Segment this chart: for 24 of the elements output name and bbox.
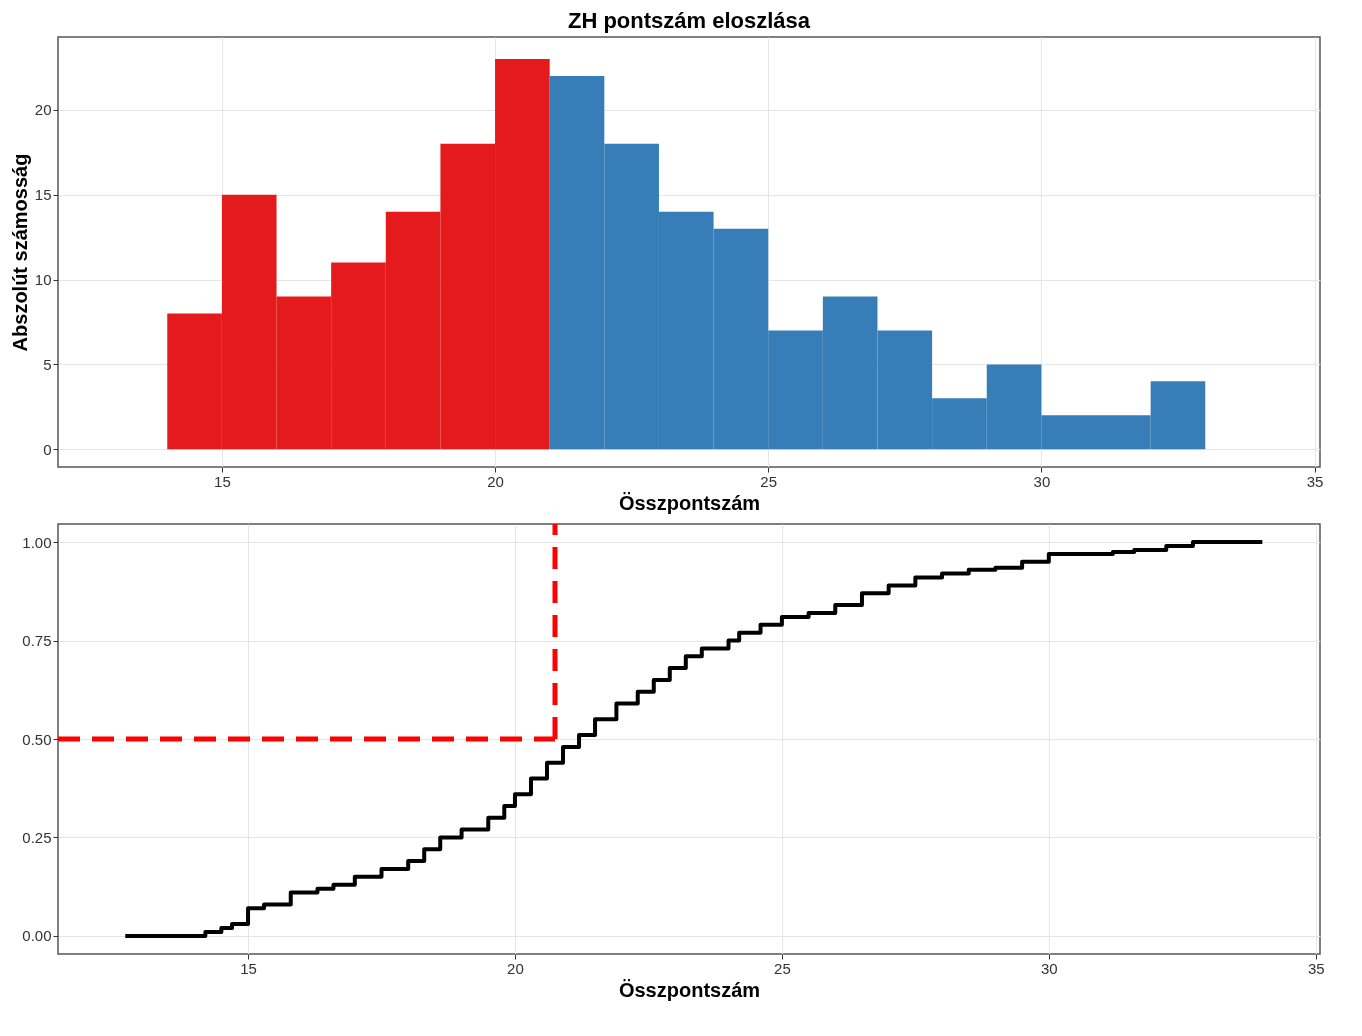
y-tick-label: 0.25 bbox=[22, 828, 52, 846]
y-tick-label: 20 bbox=[34, 101, 52, 119]
x-tick-label: 30 bbox=[1040, 959, 1058, 977]
y-tick-label: 0.75 bbox=[22, 632, 52, 650]
x-tick-label: 25 bbox=[774, 959, 791, 977]
x-tick-label: 15 bbox=[240, 959, 257, 977]
y-tick-label: 0.00 bbox=[22, 927, 52, 945]
x-axis-title: Összpontszám bbox=[618, 491, 761, 514]
x-tick-label: 15 bbox=[214, 472, 231, 490]
chart-title: ZH pontszám eloszlása bbox=[567, 8, 811, 33]
y-tick-label: 0 bbox=[43, 440, 52, 458]
y-tick-label: 1.00 bbox=[22, 533, 52, 551]
y-tick-label: 0.50 bbox=[22, 730, 52, 748]
x-tick-label: 20 bbox=[507, 959, 524, 977]
x-tick-label: 30 bbox=[1033, 472, 1051, 490]
y-tick-label: 15 bbox=[34, 186, 52, 204]
x-tick-label: 35 bbox=[1306, 472, 1324, 490]
y-axis-title: Abszolút számosság bbox=[8, 153, 31, 352]
x-axis-title: Összpontszám bbox=[618, 978, 761, 1001]
y-tick-label: 10 bbox=[34, 271, 52, 289]
x-tick-label: 20 bbox=[487, 472, 504, 490]
x-tick-label: 25 bbox=[760, 472, 778, 490]
y-tick-label: 5 bbox=[43, 355, 52, 373]
x-tick-label: 35 bbox=[1307, 959, 1325, 977]
